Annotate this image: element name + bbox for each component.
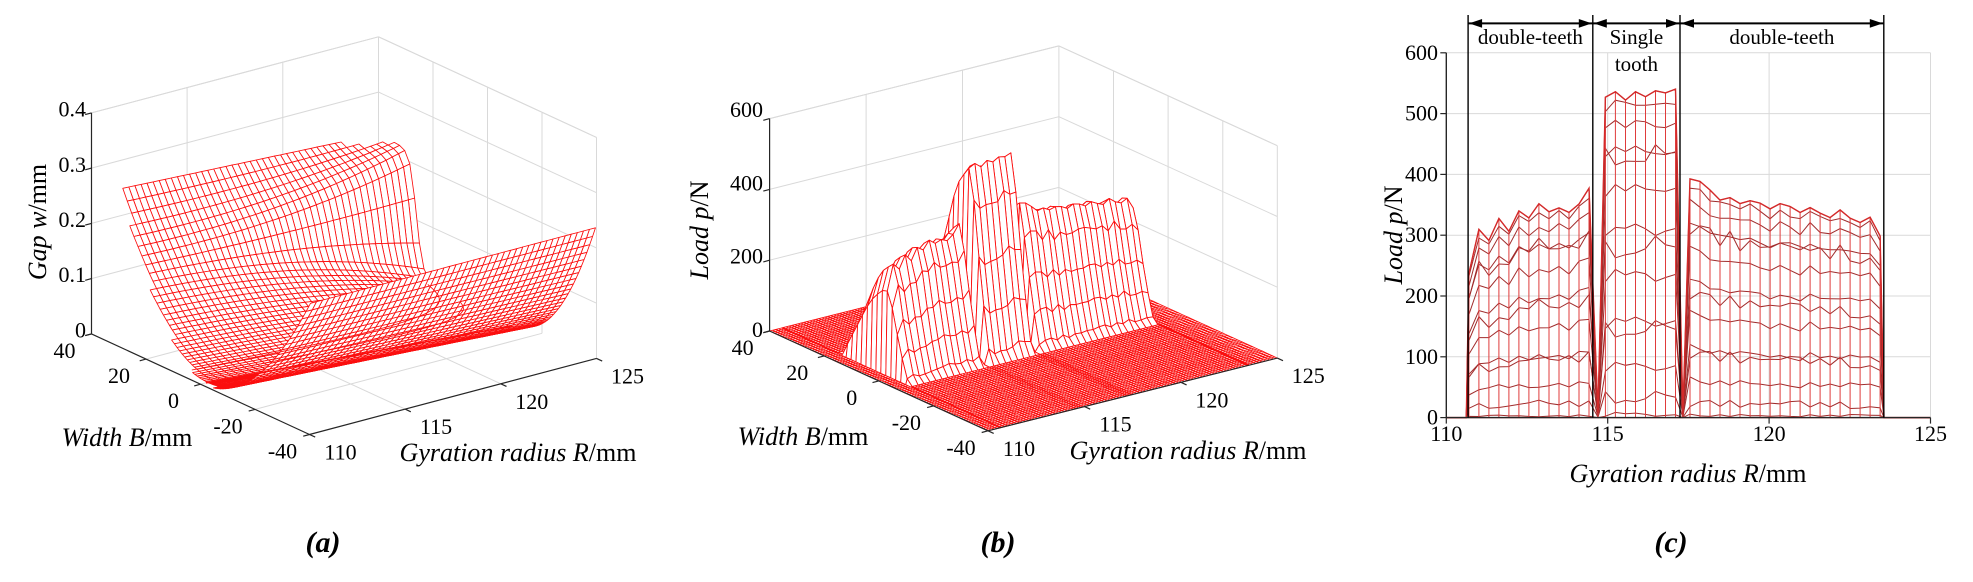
svg-text:100: 100 — [1405, 344, 1438, 369]
svg-text:120: 120 — [515, 389, 548, 414]
svg-text:110: 110 — [1430, 421, 1462, 446]
svg-text:-40: -40 — [268, 439, 297, 464]
svg-text:400: 400 — [730, 170, 763, 195]
svg-text:125: 125 — [1292, 363, 1325, 388]
svg-text:500: 500 — [1405, 101, 1438, 126]
svg-text:20: 20 — [108, 363, 130, 388]
svg-text:tooth: tooth — [1615, 52, 1659, 76]
svg-text:125: 125 — [1914, 421, 1947, 446]
svg-text:Gyration radius R/mm: Gyration radius R/mm — [400, 438, 637, 467]
svg-text:300: 300 — [1405, 222, 1438, 247]
svg-text:200: 200 — [1405, 283, 1438, 308]
svg-text:0.2: 0.2 — [59, 207, 87, 232]
svg-text:Single: Single — [1610, 25, 1664, 49]
svg-text:-40: -40 — [946, 435, 975, 460]
svg-text:600: 600 — [1405, 40, 1438, 65]
svg-text:Gyration radius R/mm: Gyration radius R/mm — [1070, 436, 1307, 465]
svg-text:0: 0 — [752, 317, 763, 342]
svg-text:125: 125 — [611, 363, 644, 388]
svg-text:0: 0 — [168, 388, 179, 413]
svg-text:0.1: 0.1 — [59, 262, 87, 287]
svg-text:double-teeth: double-teeth — [1478, 25, 1583, 49]
svg-text:115: 115 — [420, 414, 452, 439]
svg-text:400: 400 — [1405, 161, 1438, 186]
svg-text:Width B/mm: Width B/mm — [62, 423, 193, 452]
svg-text:double-teeth: double-teeth — [1729, 25, 1834, 49]
svg-text:20: 20 — [786, 360, 808, 385]
svg-text:(c): (c) — [1654, 526, 1687, 559]
svg-text:120: 120 — [1195, 387, 1228, 412]
svg-text:115: 115 — [1099, 412, 1131, 437]
svg-text:110: 110 — [324, 440, 356, 465]
svg-text:120: 120 — [1753, 421, 1786, 446]
svg-text:115: 115 — [1592, 421, 1624, 446]
svg-text:200: 200 — [730, 244, 763, 269]
svg-text:(a): (a) — [306, 526, 341, 559]
svg-text:0: 0 — [75, 318, 86, 343]
svg-text:0: 0 — [846, 385, 857, 410]
svg-text:-20: -20 — [213, 413, 242, 438]
svg-text:(b): (b) — [981, 526, 1016, 559]
svg-text:40: 40 — [54, 338, 76, 363]
svg-text:Load p/N: Load p/N — [1379, 185, 1408, 285]
svg-text:Gap w/mm: Gap w/mm — [23, 164, 52, 280]
svg-text:Width B/mm: Width B/mm — [738, 422, 869, 451]
svg-text:-20: -20 — [892, 410, 921, 435]
svg-text:0.3: 0.3 — [59, 152, 87, 177]
svg-text:110: 110 — [1003, 436, 1035, 461]
svg-text:Gyration radius R/mm: Gyration radius R/mm — [1570, 459, 1807, 488]
svg-text:0.4: 0.4 — [59, 97, 87, 122]
svg-text:0: 0 — [1427, 405, 1438, 430]
svg-text:Load p/N: Load p/N — [685, 180, 714, 280]
svg-text:600: 600 — [730, 97, 763, 122]
svg-text:40: 40 — [732, 335, 754, 360]
